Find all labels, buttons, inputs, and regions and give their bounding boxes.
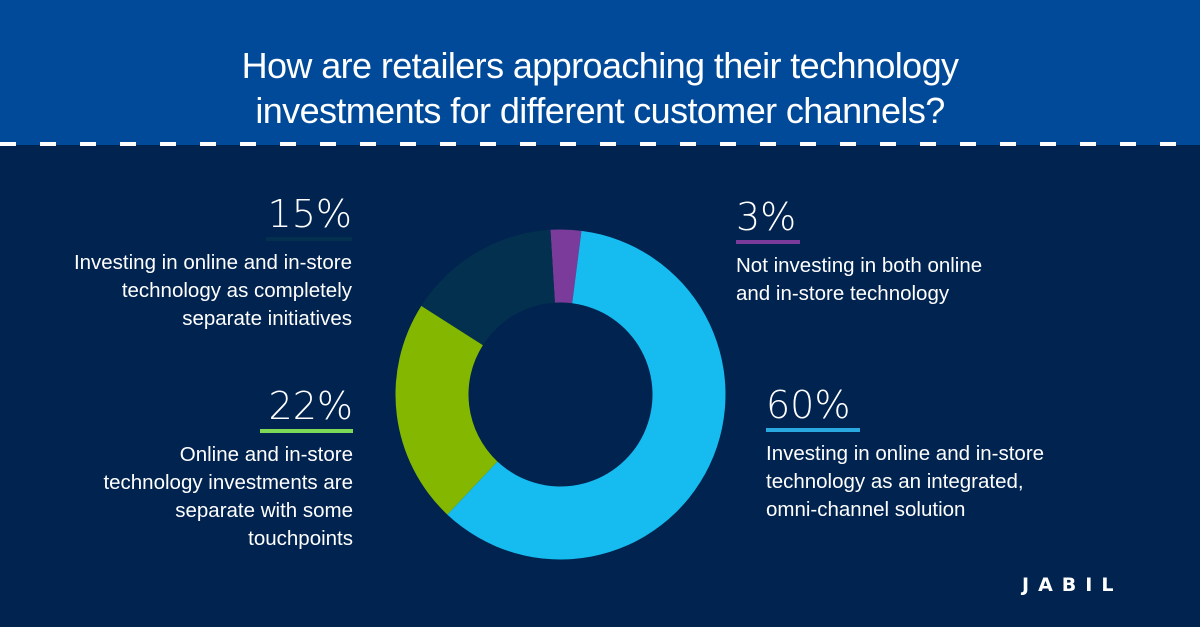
header-banner: How are retailers approaching their tech… <box>0 0 1200 145</box>
desc-line: omni-channel solution <box>766 498 966 521</box>
stat-description: Investing in online and in-store technol… <box>74 249 352 333</box>
stat-separate-initiatives: 15% Investing in online and in-store tec… <box>74 194 352 333</box>
stat-not-investing: 3% Not investing in both online and in-s… <box>736 197 982 308</box>
slice-touchpoints <box>395 305 498 515</box>
desc-line: and in-store technology <box>736 282 950 305</box>
stat-percentage: 3% <box>736 195 797 239</box>
desc-line: Investing in online and in-store <box>766 442 1045 465</box>
stat-description: Not investing in both online and in-stor… <box>736 252 982 308</box>
slice-not-investing <box>550 229 582 304</box>
slice-separate <box>421 229 555 346</box>
desc-line: technology as completely <box>121 279 352 302</box>
stat-underline <box>260 429 353 433</box>
desc-line: technology investments are <box>103 471 353 494</box>
stat-underline <box>736 240 800 244</box>
desc-line: separate with some <box>175 499 353 522</box>
desc-line: Not investing in both online <box>736 254 983 277</box>
page-title: How are retailers approaching their tech… <box>0 43 1200 133</box>
stat-percentage: 22% <box>268 384 353 428</box>
desc-line: separate initiatives <box>182 307 352 330</box>
title-line-1: How are retailers approaching their tech… <box>241 45 959 87</box>
stat-percentage: 15% <box>267 192 352 236</box>
stat-description: Investing in online and in-store technol… <box>766 440 1044 524</box>
slice-integrated <box>447 230 726 560</box>
stat-underline <box>266 237 352 241</box>
stat-percentage: 60% <box>766 383 851 427</box>
desc-line: Investing in online and in-store <box>73 251 352 274</box>
desc-line: Online and in-store <box>179 443 353 466</box>
jabil-logo: JABIL <box>1022 574 1123 596</box>
stat-separate-with-touchpoints: 22% Online and in-store technology inves… <box>103 386 353 553</box>
title-line-2: investments for different customer chann… <box>255 90 945 132</box>
desc-line: touchpoints <box>248 527 353 550</box>
desc-line: technology as an integrated, <box>766 470 1024 493</box>
stat-underline <box>766 428 860 432</box>
stat-integrated-omnichannel: 60% Investing in online and in-store tec… <box>766 385 1044 524</box>
stat-description: Online and in-store technology investmen… <box>103 441 353 553</box>
dashed-divider <box>0 142 1200 146</box>
